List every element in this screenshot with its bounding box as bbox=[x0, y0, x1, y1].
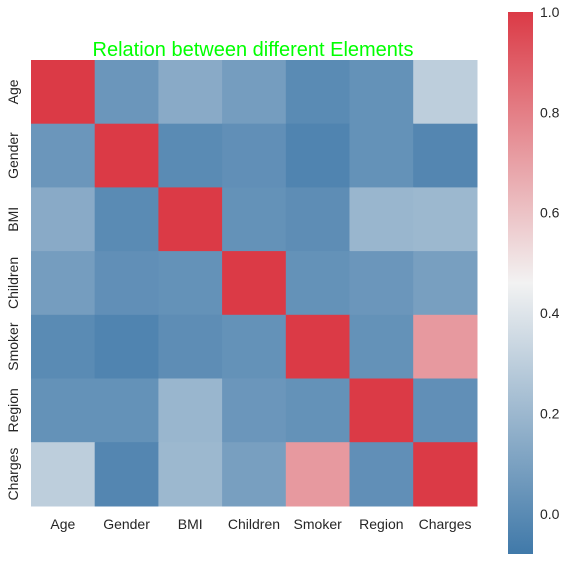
heatmap-cell-gender-region bbox=[349, 123, 414, 188]
heatmap-cell-age-smoker bbox=[285, 60, 351, 125]
x-tick-label: BMI bbox=[178, 516, 203, 532]
heatmap-cell-gender-gender bbox=[94, 123, 159, 188]
heatmap-cell-gender-smoker bbox=[285, 123, 351, 188]
heatmap-cell-smoker-charges bbox=[413, 314, 478, 380]
heatmap-cells bbox=[31, 60, 478, 507]
y-tick-label: Children bbox=[5, 257, 21, 309]
heatmap-cell-bmi-bmi bbox=[158, 187, 223, 252]
colorbar-tick-label: 0.2 bbox=[540, 405, 560, 421]
y-tick-label: Smoker bbox=[5, 322, 21, 371]
heatmap-cell-smoker-bmi bbox=[158, 314, 223, 380]
heatmap-cell-children-children bbox=[222, 251, 287, 316]
heatmap-cell-age-charges bbox=[413, 60, 478, 125]
heatmap-cell-charges-smoker bbox=[285, 442, 351, 507]
heatmap-cell-gender-age bbox=[31, 123, 96, 188]
y-tick-label: Charges bbox=[5, 448, 21, 501]
heatmap-cell-smoker-age bbox=[31, 314, 96, 380]
heatmap-cell-bmi-age bbox=[31, 187, 96, 252]
x-tick-label: Smoker bbox=[294, 516, 343, 532]
colorbar bbox=[508, 12, 533, 554]
heatmap-cell-charges-bmi bbox=[158, 442, 223, 507]
heatmap-cell-charges-region bbox=[349, 442, 414, 507]
y-tick-label: Age bbox=[5, 79, 21, 104]
heatmap-cell-age-bmi bbox=[158, 60, 223, 125]
heatmap-cell-children-charges bbox=[413, 251, 478, 316]
x-tick-label: Gender bbox=[103, 516, 150, 532]
heatmap-cell-charges-age bbox=[31, 442, 96, 507]
colorbar-tick-label: 0.0 bbox=[540, 506, 560, 522]
heatmap-cell-smoker-smoker bbox=[285, 314, 351, 380]
heatmap-cell-charges-charges bbox=[413, 442, 478, 507]
heatmap-cell-region-region bbox=[349, 378, 414, 443]
x-tick-label: Age bbox=[50, 516, 75, 532]
x-tick-label: Children bbox=[228, 516, 280, 532]
heatmap-cell-smoker-gender bbox=[94, 314, 159, 380]
heatmap-cell-region-gender bbox=[94, 378, 159, 443]
chart-title: Relation between different Elements bbox=[93, 39, 414, 61]
colorbar-tick-label: 0.4 bbox=[540, 305, 560, 321]
heatmap-cell-bmi-region bbox=[349, 187, 414, 252]
colorbar-tick-label: 1.0 bbox=[540, 4, 560, 20]
heatmap-cell-bmi-charges bbox=[413, 187, 478, 252]
heatmap-cell-gender-children bbox=[222, 123, 287, 188]
heatmap-cell-smoker-region bbox=[349, 314, 414, 380]
heatmap-cell-bmi-children bbox=[222, 187, 287, 252]
x-tick-label: Region bbox=[359, 516, 403, 532]
heatmap-cell-age-region bbox=[349, 60, 414, 125]
y-tick-label: Region bbox=[5, 388, 21, 432]
y-axis-tick-labels: Age Gender BMI Children Smoker Region Charges bbox=[5, 79, 21, 500]
y-tick-label: Gender bbox=[5, 132, 21, 179]
heatmap-cell-charges-gender bbox=[94, 442, 159, 507]
heatmap-cell-age-children bbox=[222, 60, 287, 125]
heatmap-cell-charges-children bbox=[222, 442, 287, 507]
heatmap-cell-gender-bmi bbox=[158, 123, 223, 188]
heatmap-cell-bmi-smoker bbox=[285, 187, 351, 252]
heatmap-cell-region-age bbox=[31, 378, 96, 443]
heatmap-cell-region-children bbox=[222, 378, 287, 443]
heatmap-cell-children-gender bbox=[94, 251, 159, 316]
heatmap-cell-region-charges bbox=[413, 378, 478, 443]
y-tick-label: BMI bbox=[5, 207, 21, 232]
colorbar-tick-labels: 0.0 0.2 0.4 0.6 0.8 1.0 bbox=[540, 4, 560, 522]
colorbar-tick-label: 0.6 bbox=[540, 205, 560, 221]
heatmap-cell-gender-charges bbox=[413, 123, 478, 188]
heatmap-cell-children-age bbox=[31, 251, 96, 316]
heatmap-cell-smoker-children bbox=[222, 314, 287, 380]
x-axis-tick-labels: Age Gender BMI Children Smoker Region Charges bbox=[50, 516, 471, 532]
heatmap-cell-region-smoker bbox=[285, 378, 351, 443]
heatmap-cell-bmi-gender bbox=[94, 187, 159, 252]
heatmap-cell-children-region bbox=[349, 251, 414, 316]
heatmap-cell-children-smoker bbox=[285, 251, 351, 316]
heatmap-cell-region-bmi bbox=[158, 378, 223, 443]
heatmap-cell-children-bmi bbox=[158, 251, 223, 316]
x-tick-label: Charges bbox=[419, 516, 472, 532]
heatmap-cell-age-age bbox=[31, 60, 96, 125]
colorbar-tick-label: 0.8 bbox=[540, 104, 560, 120]
heatmap-cell-age-gender bbox=[94, 60, 159, 125]
